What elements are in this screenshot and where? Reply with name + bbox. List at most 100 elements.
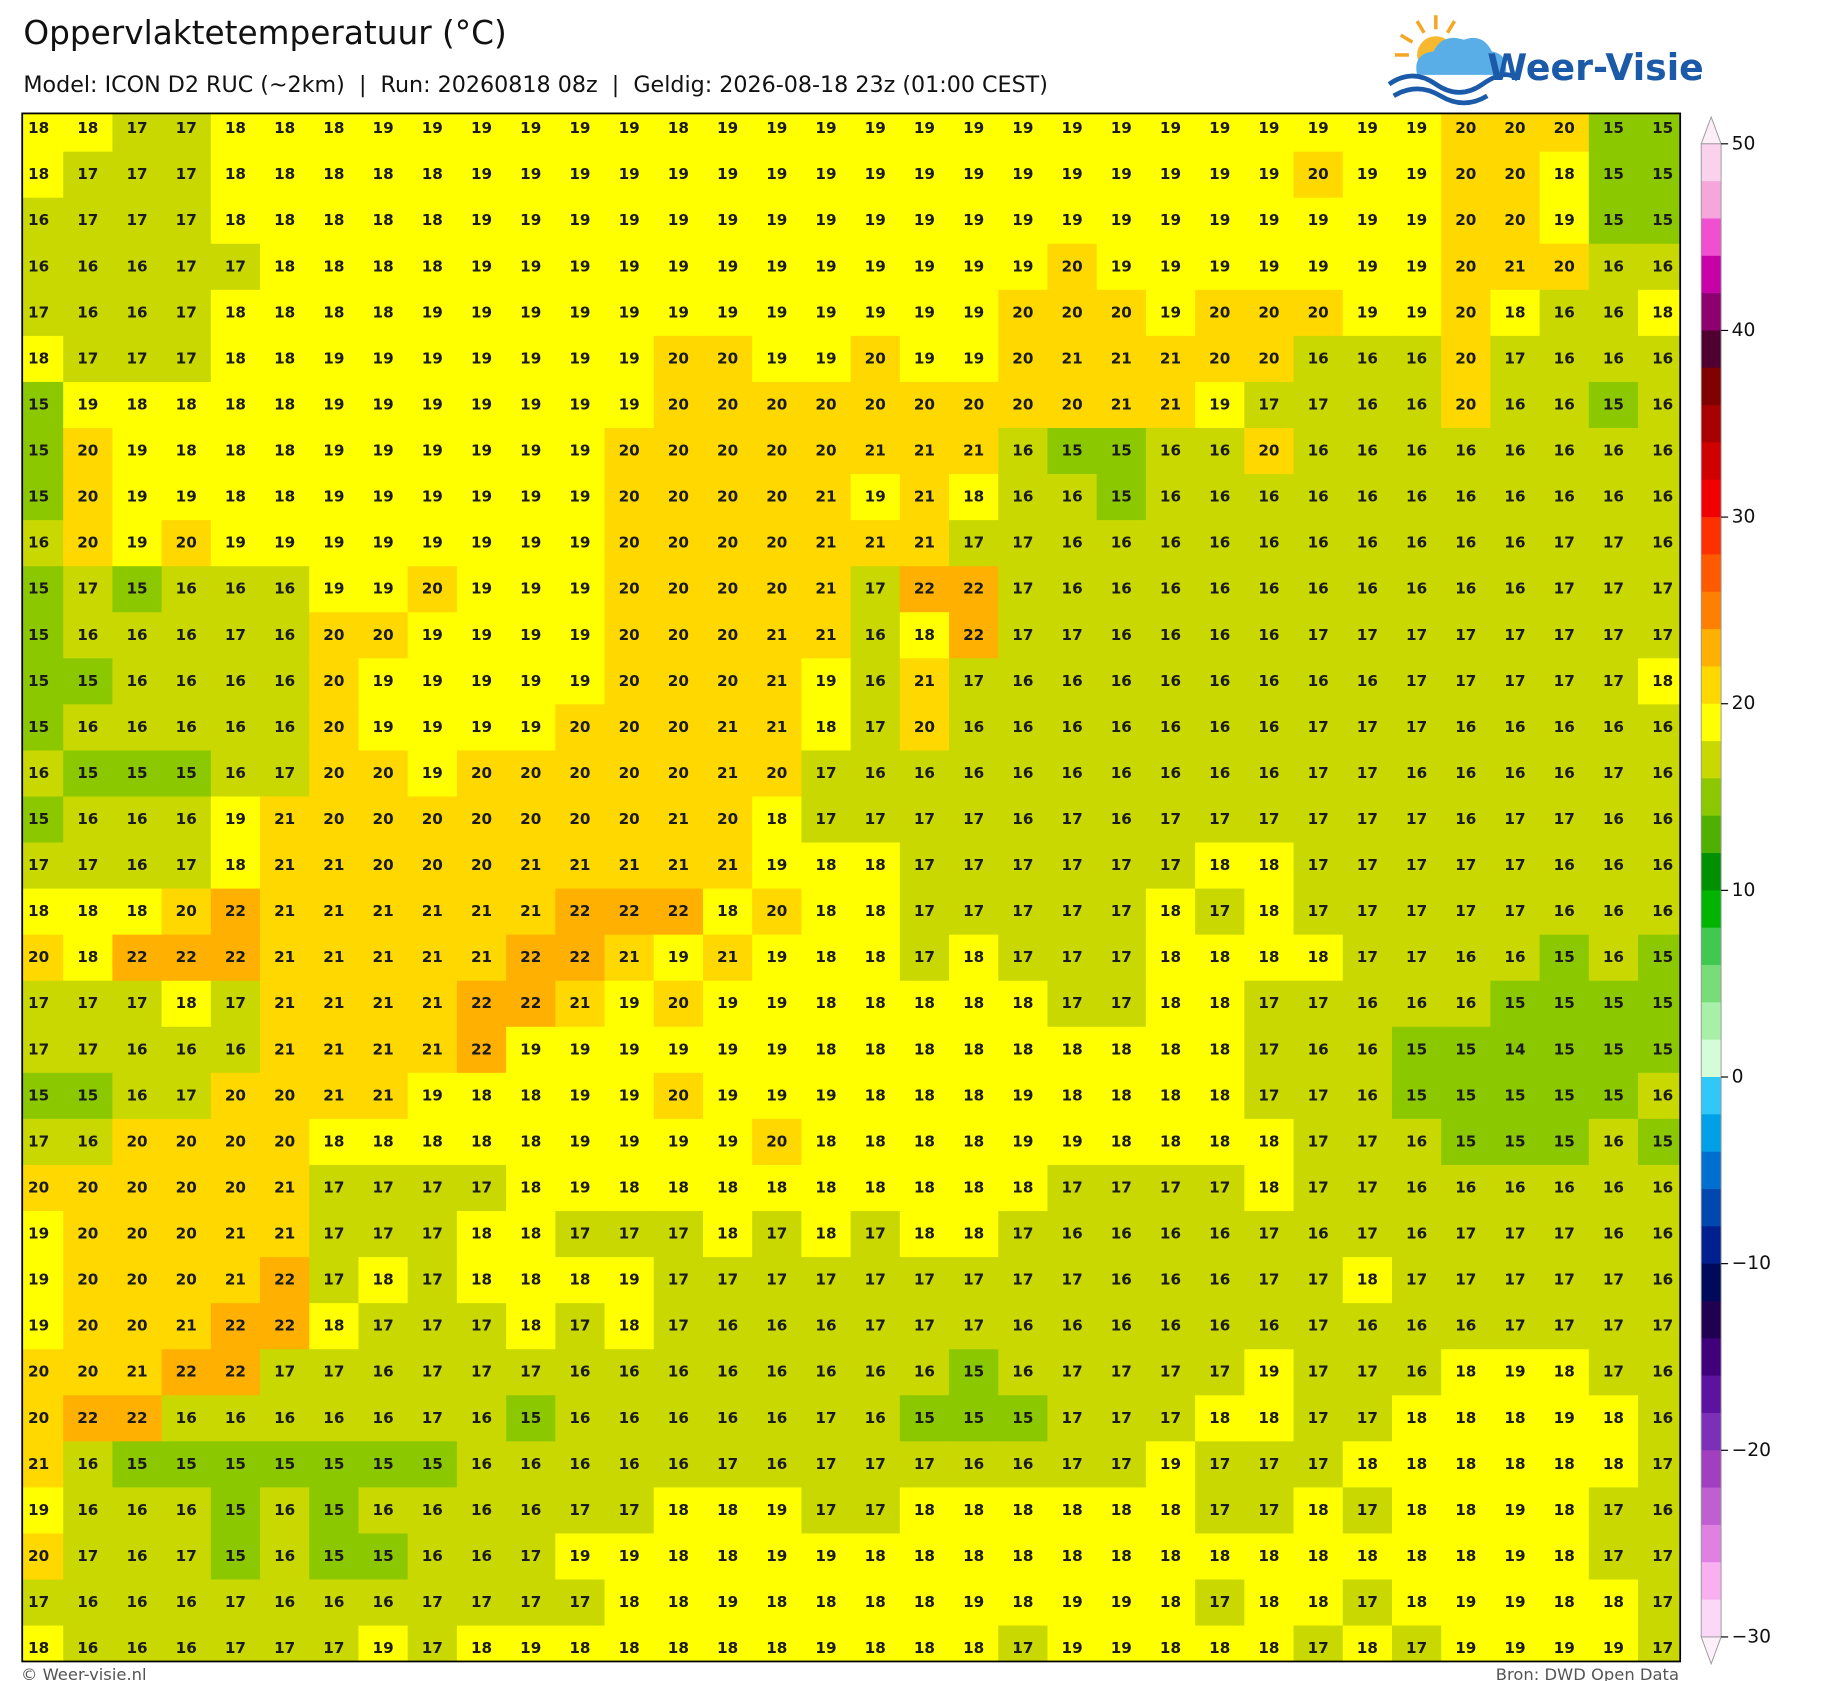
temperature-cell [63,658,113,705]
temperature-label: 20 [176,1179,197,1197]
temperature-cell [260,243,310,291]
temperature-cell [1293,113,1344,153]
temperature-label: 15 [422,1455,443,1473]
colorbar-segment [1701,703,1722,742]
temperature-label: 16 [1652,718,1673,736]
temperature-cell [998,1625,1049,1662]
temperature-cell [407,520,458,567]
temperature-cell [1047,1026,1098,1074]
temperature-label: 16 [1308,349,1329,367]
temperature-cell [1441,1349,1491,1396]
temperature-label: 18 [1160,1593,1181,1611]
temperature-cell [1096,520,1147,567]
temperature-cell [949,197,999,245]
temperature-label: 18 [225,349,246,367]
temperature-label: 21 [274,856,295,874]
temperature-cell [1638,243,1681,291]
temperature-label: 17 [668,1317,689,1335]
temperature-label: 22 [520,994,541,1012]
temperature-label: 18 [225,442,246,460]
temperature-label: 19 [1308,211,1329,229]
temperature-cell [850,1072,901,1120]
colorbar-segment [1701,1412,1722,1451]
temperature-cell [22,842,64,890]
temperature-label: 21 [1062,349,1083,367]
temperature-label: 19 [1209,257,1230,275]
temperature-cell [653,1487,704,1535]
temperature-cell [358,612,409,659]
temperature-cell [1244,566,1295,613]
temperature-label: 21 [815,626,836,644]
temperature-label: 18 [963,1639,984,1657]
temperature-cell [949,151,999,199]
temperature-cell [506,1026,556,1074]
temperature-cell [1588,289,1639,337]
temperature-label: 16 [619,1455,640,1473]
temperature-label: 19 [569,1547,590,1565]
temperature-cell [1490,566,1541,613]
temperature-label: 20 [77,534,98,552]
colorbar-segment [1701,181,1722,220]
temperature-cell [1342,151,1393,199]
temperature-label: 16 [1652,1363,1673,1381]
temperature-label: 16 [1504,764,1525,782]
temperature-label: 17 [1504,1317,1525,1335]
temperature-cell [653,151,704,199]
temperature-label: 17 [1012,948,1033,966]
temperature-label: 16 [1258,488,1279,506]
temperature-cell [1441,520,1491,567]
temperature-label: 18 [1160,1040,1181,1058]
temperature-cell [22,1395,64,1442]
temperature-cell [604,381,655,429]
temperature-cell [1588,197,1639,245]
temperature-cell [1588,520,1639,567]
temperature-cell [1145,704,1196,752]
temperature-cell [752,934,802,982]
temperature-label: 18 [619,1179,640,1197]
temperature-label: 16 [176,1593,197,1611]
temperature-cell [752,520,802,567]
temperature-cell [653,1579,704,1627]
temperature-cell [1047,197,1098,245]
temperature-cell [1588,1441,1639,1488]
temperature-label: 16 [1209,764,1230,782]
temperature-cell [1145,1257,1196,1304]
temperature-label: 16 [1062,764,1083,782]
temperature-cell [850,612,901,659]
temperature-label: 17 [815,1455,836,1473]
temperature-label: 20 [717,442,738,460]
temperature-cell [1441,381,1491,429]
temperature-cell [653,658,704,705]
temperature-cell [899,151,950,199]
temperature-label: 18 [1012,1547,1033,1565]
temperature-label: 16 [373,1409,394,1427]
temperature-label: 20 [28,1409,49,1427]
temperature-label: 18 [766,1639,787,1657]
temperature-label: 16 [77,1501,98,1519]
temperature-label: 19 [717,1086,738,1104]
temperature-cell [899,888,950,936]
temperature-cell [1145,1579,1196,1627]
temperature-label: 16 [1406,580,1427,598]
colorbar-segment [1701,853,1722,891]
temperature-label: 19 [815,1547,836,1565]
temperature-label: 21 [1504,257,1525,275]
temperature-label: 15 [1554,1040,1575,1058]
temperature-label: 17 [1308,718,1329,736]
temperature-label: 17 [1308,810,1329,828]
temperature-label: 17 [1160,856,1181,874]
temperature-cell [1047,1625,1098,1662]
temperature-label: 19 [914,349,935,367]
temperature-label: 16 [126,626,147,644]
temperature-label: 15 [225,1501,246,1519]
temperature-cell [1391,335,1442,383]
temperature-label: 16 [77,718,98,736]
temperature-cell [309,113,360,153]
temperature-cell [949,566,999,613]
temperature-cell [506,243,556,291]
temperature-label: 16 [1554,488,1575,506]
temperature-label: 17 [963,1317,984,1335]
temperature-label: 17 [1603,1547,1624,1565]
temperature-cell [1244,1533,1295,1581]
temperature-cell [456,704,507,752]
